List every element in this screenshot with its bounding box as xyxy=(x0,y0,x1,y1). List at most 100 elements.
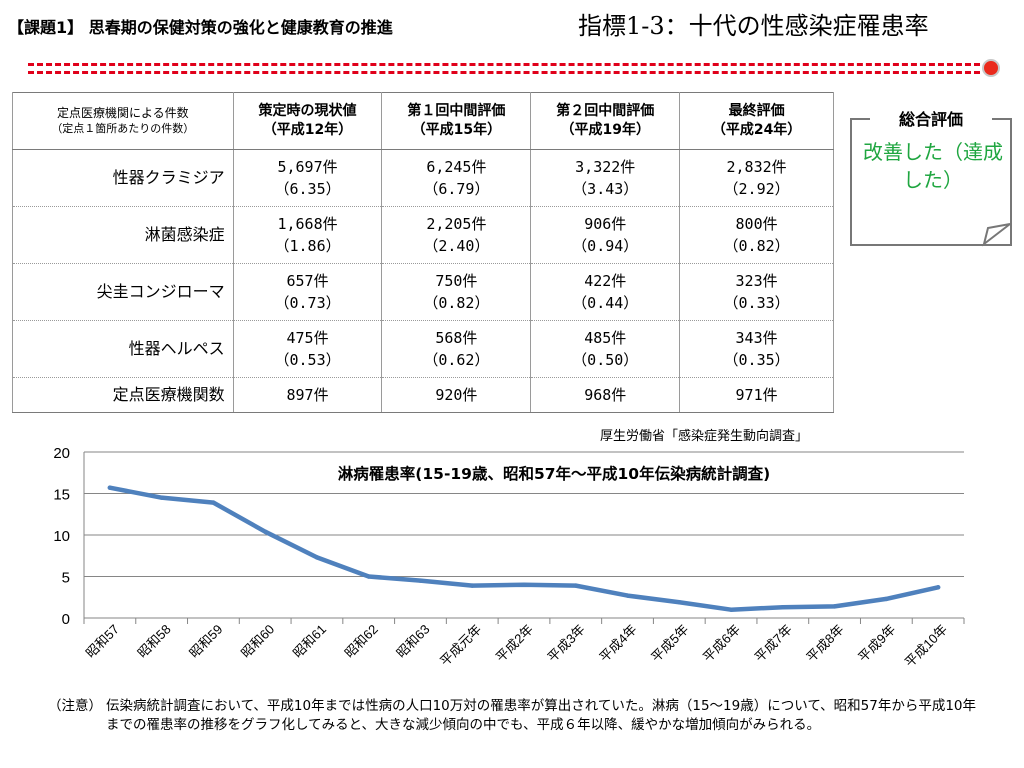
red-dashed-divider xyxy=(28,71,980,74)
x-tick-label: 昭和58 xyxy=(135,622,174,661)
x-tick-label: 平成2年 xyxy=(493,622,536,665)
cell-rate: （1.86） xyxy=(274,237,341,255)
table-cell: 343件 （0.35） xyxy=(679,320,834,378)
cell-count: 657件 xyxy=(286,272,329,290)
cell-rate: （0.44） xyxy=(572,294,639,312)
cell-count: 422件 xyxy=(584,272,627,290)
data-point xyxy=(107,485,113,490)
table-cell: 750件 （0.82） xyxy=(381,263,532,321)
x-tick-label: 昭和57 xyxy=(83,622,122,661)
y-tick-label: 10 xyxy=(53,528,70,545)
data-point xyxy=(780,605,786,610)
table-cell: 971件 xyxy=(679,377,834,413)
data-point xyxy=(677,600,682,605)
cell-count: 3,322件 xyxy=(575,158,636,176)
y-tick-label: 20 xyxy=(53,445,70,462)
cell-count: 323件 xyxy=(735,272,778,290)
cell-count: 343件 xyxy=(735,329,778,347)
x-tick-label: 平成4年 xyxy=(596,622,639,665)
header-subline: （平成15年） xyxy=(411,122,502,138)
cell-count: 906件 xyxy=(584,215,627,233)
cell-count: 568件 xyxy=(435,329,478,347)
infection-count-table: 定点医療機関による件数 （定点１箇所あたりの件数） 策定時の現状値 （平成12年… xyxy=(12,92,834,413)
table-cell: 422件 （0.44） xyxy=(530,263,681,321)
x-tick-label: 平成9年 xyxy=(855,622,898,665)
data-point xyxy=(314,555,320,560)
cell-rate: （0.94） xyxy=(572,237,639,255)
y-tick-label: 0 xyxy=(62,611,70,628)
cell-rate: （0.62） xyxy=(423,351,490,369)
cell-rate: （2.92） xyxy=(723,180,790,198)
data-point xyxy=(625,593,630,598)
table-cell: 6,245件 （6.79） xyxy=(381,149,532,207)
x-tick-label: 昭和62 xyxy=(342,622,381,661)
table-cell: 568件 （0.62） xyxy=(381,320,532,378)
table-cell: 906件 （0.94） xyxy=(530,206,681,264)
header-line: 最終評価 xyxy=(728,103,785,119)
x-tick-label: 平成5年 xyxy=(648,622,691,665)
source-citation: 厚生労働省「感染症発生動向調査」 xyxy=(600,429,809,444)
header-line: 定点医療機関による件数 xyxy=(56,106,189,120)
row-label: 定点医療機関数 xyxy=(12,377,234,413)
x-tick-label: 平成8年 xyxy=(803,622,846,665)
indicator-title: 指標1-3：十代の性感染症罹患率 xyxy=(578,12,929,40)
cell-count: 1,668件 xyxy=(277,215,338,233)
x-tick-label: 昭和63 xyxy=(393,622,432,661)
x-tick-label: 平成元年 xyxy=(437,622,484,669)
table-header-row: 定点医療機関による件数 （定点１箇所あたりの件数） 策定時の現状値 （平成12年… xyxy=(12,92,834,150)
table-header-cell: 第２回中間評価 （平成19年） xyxy=(530,92,681,150)
table-header-cell: 定点医療機関による件数 （定点１箇所あたりの件数） xyxy=(12,92,234,150)
cell-rate: （0.35） xyxy=(723,351,790,369)
cell-rate: （0.73） xyxy=(274,294,341,312)
chart-title: 淋病罹患率(15-19歳、昭和57年～平成10年伝染病統計調査) xyxy=(338,464,770,483)
red-dashed-divider xyxy=(28,63,980,66)
x-tick-label: 平成3年 xyxy=(545,622,588,665)
header-subline: （平成12年） xyxy=(262,122,353,138)
cell-count: 2,832件 xyxy=(726,158,787,176)
cell-rate: （3.43） xyxy=(572,180,639,198)
header-line: 第２回中間評価 xyxy=(556,103,655,119)
red-dot-marker xyxy=(982,59,1000,77)
header-line: 策定時の現状値 xyxy=(258,103,357,119)
row-label: 尖圭コンジローマ xyxy=(12,263,234,321)
x-tick-label: 平成10年 xyxy=(902,622,950,670)
data-point xyxy=(262,529,268,534)
footnote-label: （注意） xyxy=(48,698,102,714)
table-cell: 5,697件 （6.35） xyxy=(232,149,383,207)
series-line xyxy=(107,485,941,612)
header-line: 第１回中間評価 xyxy=(407,103,506,119)
table-cell: 485件 （0.50） xyxy=(530,320,681,378)
cell-count: 750件 xyxy=(435,272,478,290)
data-point xyxy=(521,582,527,587)
cell-rate: （0.82） xyxy=(423,294,490,312)
table-row: 性器クラミジア 5,697件 （6.35） 6,245件 （6.79） 3,322件… xyxy=(12,149,834,207)
data-point xyxy=(832,604,837,609)
table-cell: 920件 xyxy=(381,377,532,413)
table-cell: 475件 （0.53） xyxy=(232,320,383,378)
row-label: 性器ヘルペス xyxy=(12,320,234,378)
data-point xyxy=(418,578,423,583)
table-header-cell: 第１回中間評価 （平成15年） xyxy=(381,92,532,150)
table-cell: 800件 （0.82） xyxy=(679,206,834,264)
table-cell: 3,322件 （3.43） xyxy=(530,149,681,207)
table-cell: 323件 （0.33） xyxy=(679,263,834,321)
data-point xyxy=(470,583,475,588)
x-tick-label: 昭和59 xyxy=(186,622,225,661)
cell-count: 485件 xyxy=(584,329,627,347)
table-cell: 2,832件 （2.92） xyxy=(679,149,834,207)
cell-count: 6,245件 xyxy=(426,158,487,176)
cell-rate: （2.40） xyxy=(423,237,490,255)
x-tick-label: 平成6年 xyxy=(700,622,743,665)
table-header-cell: 最終評価 （平成24年） xyxy=(679,92,834,150)
data-point xyxy=(573,583,578,588)
slide-title: 【課題1】 思春期の保健対策の強化と健康教育の推進 xyxy=(8,18,393,37)
x-tick-label: 昭和60 xyxy=(238,622,277,661)
cell-rate: （0.33） xyxy=(723,294,790,312)
cell-rate: （0.53） xyxy=(274,351,341,369)
table-header-cell: 策定時の現状値 （平成12年） xyxy=(232,92,383,150)
header-subline: （定点１箇所あたりの件数） xyxy=(51,122,195,135)
table-row: 淋菌感染症 1,668件 （1.86） 2,205件 （2.40） 906件 （0.9… xyxy=(12,206,834,264)
x-tick-label: 平成7年 xyxy=(752,622,795,665)
y-tick-label: 15 xyxy=(53,487,70,504)
table-row: 尖圭コンジローマ 657件 （0.73） 750件 （0.82） 422件 （0.44… xyxy=(12,263,834,321)
